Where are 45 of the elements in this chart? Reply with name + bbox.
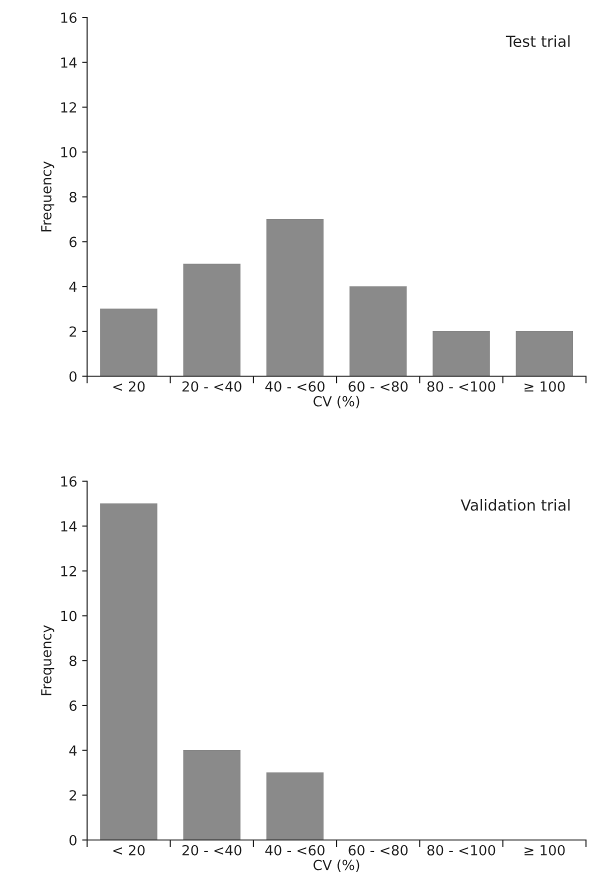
bar	[266, 772, 324, 840]
y-tick-label: 4	[69, 282, 77, 292]
bar	[100, 503, 158, 840]
y-tick-label: 16	[61, 476, 77, 487]
x-tick-label: 80 - <100	[427, 381, 496, 392]
y-tick-label: 8	[70, 192, 76, 202]
text: Validation trial	[460, 498, 570, 511]
x-tick-label: ≥ 100	[524, 381, 565, 392]
y-tick-label: 6	[70, 236, 77, 248]
y-tick-label: 16	[61, 12, 77, 23]
y-tick-label: 14	[61, 57, 77, 68]
bar	[432, 331, 490, 376]
x-axis-title: CV (%)	[314, 860, 360, 872]
bar	[100, 308, 158, 376]
y-tick-label: 2	[70, 790, 76, 800]
y-tick-label: 6	[70, 700, 77, 711]
y-tick-label: 2	[70, 326, 76, 337]
x-tick-label: 40 - <60	[265, 844, 324, 856]
x-tick-label: 20 - <40	[182, 844, 242, 856]
bar	[516, 331, 574, 376]
y-axis-title: Frequency	[41, 161, 54, 232]
text: Test trial	[506, 35, 570, 48]
y-tick-label: 10	[61, 610, 76, 622]
x-tick-label: 80 - <100	[427, 844, 496, 856]
x-tick-label: < 20	[113, 844, 145, 856]
x-tick-label: 20 - <40	[182, 381, 242, 392]
bar	[350, 286, 407, 376]
y-tick-label: 12	[61, 102, 76, 112]
y-tick-label: 0	[70, 371, 76, 382]
x-tick-label: 60 - <80	[348, 381, 408, 392]
x-tick-label: < 20	[113, 381, 145, 392]
y-tick-label: 10	[61, 147, 76, 158]
x-tick-label: 40 - <60	[265, 381, 324, 392]
y-tick-label: 8	[70, 656, 76, 666]
y-tick-label: 0	[70, 834, 76, 846]
x-axis-title: CV (%)	[314, 396, 360, 408]
x-tick-label: ≥ 100	[524, 844, 565, 856]
bar	[183, 750, 240, 840]
x-tick-label: 60 - <80	[348, 844, 408, 856]
y-tick-label: 12	[61, 566, 76, 576]
y-tick-label: 14	[61, 521, 77, 532]
bar	[266, 218, 324, 376]
bar	[183, 264, 240, 376]
y-tick-label: 4	[69, 745, 77, 756]
y-axis-title: Frequency	[41, 625, 54, 696]
